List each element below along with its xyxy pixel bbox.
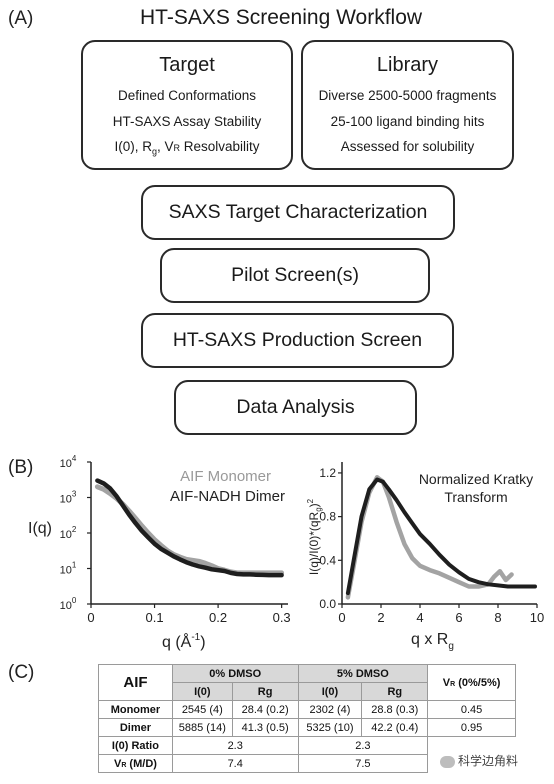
step-data-analysis: Data Analysis bbox=[174, 380, 417, 435]
table-cell: 0.45 bbox=[427, 700, 516, 719]
table-cell: 0.95 bbox=[427, 718, 516, 737]
table-row: VR (M/D) 7.4 7.5 bbox=[98, 754, 516, 773]
row-label-i0-ratio: I(0) Ratio bbox=[98, 736, 173, 755]
table-cell: 2.3 bbox=[297, 736, 429, 755]
kratky-title-line-2: Transform bbox=[444, 489, 507, 505]
panel-a-label: (A) bbox=[8, 8, 34, 29]
target-line-1: Defined Conformations bbox=[117, 88, 257, 103]
panel-c-label: (C) bbox=[8, 662, 35, 683]
library-box: Library Diverse 2500-5000 fragments 25-1… bbox=[301, 40, 514, 170]
wechat-icon bbox=[440, 755, 455, 768]
row-label-monomer: Monomer bbox=[98, 700, 173, 719]
library-line-2: 25-100 ligand binding hits bbox=[330, 114, 485, 129]
table-cell: 2.3 bbox=[171, 736, 299, 755]
table-sub-i0-b: I(0) bbox=[297, 682, 363, 701]
library-title: Library bbox=[376, 54, 439, 76]
row-label-vr-md: VR (M/D) bbox=[98, 754, 173, 773]
legend-monomer: AIF Monomer bbox=[180, 468, 271, 485]
row-label-dimer: Dimer bbox=[98, 718, 173, 737]
target-box: Target Defined Conformations HT-SAXS Ass… bbox=[81, 40, 293, 170]
panel-b-label: (B) bbox=[8, 457, 34, 478]
step-target-characterization: SAXS Target Characterization bbox=[141, 185, 455, 240]
series-line-dimer bbox=[95, 478, 284, 578]
x-tick-label: 0.3 bbox=[273, 610, 291, 625]
table-vr-header: VR (0%/5%) bbox=[427, 664, 516, 701]
table-corner: AIF bbox=[98, 664, 173, 701]
table-cell: 41.3 (0.5) bbox=[231, 718, 299, 737]
y-tick-label: 0.0 bbox=[319, 597, 336, 611]
x-tick-label: 0.2 bbox=[209, 610, 227, 625]
watermark: 科学边角料 bbox=[440, 752, 518, 769]
legend-dimer: AIF-NADH Dimer bbox=[170, 488, 285, 505]
table-group-5pct: 5% DMSO bbox=[297, 664, 429, 683]
x-tick-label: 0.1 bbox=[146, 610, 164, 625]
target-line-3: I(0), Rg, VR Resolvability bbox=[114, 139, 260, 157]
y-tick-label: 0.8 bbox=[319, 510, 336, 524]
step-production-screen: HT-SAXS Production Screen bbox=[141, 313, 454, 368]
y-tick-label: 101 bbox=[60, 561, 77, 577]
watermark-text: 科学边角料 bbox=[458, 754, 519, 768]
y-tick-label: 104 bbox=[60, 454, 77, 470]
y-tick-label: 102 bbox=[60, 525, 77, 541]
table-cell: 7.4 bbox=[171, 754, 299, 773]
table-sub-rg-b: Rg bbox=[361, 682, 429, 701]
workflow-title: HT-SAXS Screening Workflow bbox=[140, 6, 423, 29]
y-tick-label: 1.2 bbox=[319, 466, 336, 480]
table-cell: 2545 (4) bbox=[171, 700, 233, 719]
x-tick-label: 0 bbox=[338, 610, 345, 625]
table-sub-i0-a: I(0) bbox=[171, 682, 233, 701]
table-row: Monomer 2545 (4) 28.4 (0.2) 2302 (4) 28.… bbox=[98, 700, 516, 719]
table-cell: 42.2 (0.4) bbox=[361, 718, 429, 737]
x-tick-label: 8 bbox=[494, 610, 501, 625]
table-cell: 28.8 (0.3) bbox=[361, 700, 429, 719]
right-y-label: I(q)/I(0)*(qRg)2 bbox=[306, 498, 323, 575]
table-cell: 7.5 bbox=[297, 754, 429, 773]
step-pilot-screen: Pilot Screen(s) bbox=[160, 248, 430, 303]
x-tick-label: 0 bbox=[87, 610, 94, 625]
table-cell: 5325 (10) bbox=[297, 718, 363, 737]
y-tick-label: 103 bbox=[60, 490, 77, 506]
left-x-label: q (Å-1) bbox=[162, 632, 206, 651]
kratky-chart: 0 2 4 6 8 10 0.0 0.4 0.8 1.2 I(q)/I(0)*(qRg)2 q … bbox=[306, 462, 544, 652]
library-line-1: Diverse 2500-5000 fragments bbox=[318, 88, 497, 103]
table-sub-rg-a: Rg bbox=[231, 682, 299, 701]
library-line-3: Assessed for solubility bbox=[340, 139, 475, 154]
right-x-label: q x Rg bbox=[411, 631, 454, 652]
x-tick-label: 10 bbox=[530, 610, 544, 625]
parameters-table: AIF 0% DMSO 5% DMSO VR (0%/5%) I(0) Rg I… bbox=[98, 664, 516, 773]
kratky-line-dimer bbox=[345, 477, 537, 596]
target-title: Target bbox=[159, 54, 215, 76]
table-row: Dimer 5885 (14) 41.3 (0.5) 5325 (10) 42.… bbox=[98, 718, 516, 737]
x-tick-label: 4 bbox=[416, 610, 423, 625]
table-cell: 5885 (14) bbox=[171, 718, 233, 737]
table-cell: 28.4 (0.2) bbox=[231, 700, 299, 719]
table-cell: 2302 (4) bbox=[297, 700, 363, 719]
x-tick-label: 2 bbox=[377, 610, 384, 625]
y-tick-label: 100 bbox=[60, 596, 77, 612]
target-line-2: HT-SAXS Assay Stability bbox=[112, 114, 262, 129]
left-y-label: I(q) bbox=[28, 520, 52, 537]
table-group-0pct: 0% DMSO bbox=[171, 664, 299, 683]
x-tick-label: 6 bbox=[455, 610, 462, 625]
y-tick-label: 0.4 bbox=[319, 553, 336, 567]
kratky-title-line-1: Normalized Kratky bbox=[419, 471, 533, 487]
